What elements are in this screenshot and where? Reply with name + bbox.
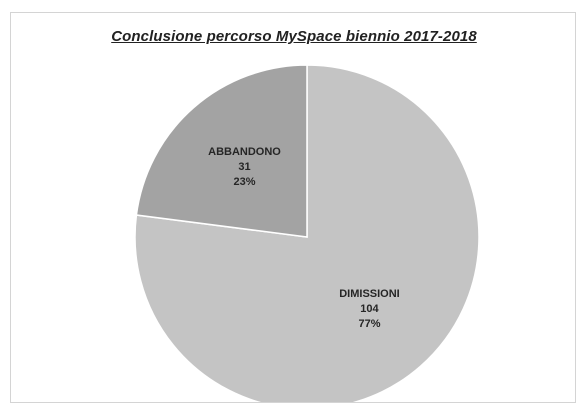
slice-label-dimissioni: DIMISSIONI bbox=[339, 288, 400, 300]
chart-frame: Conclusione percorso MySpace biennio 201… bbox=[10, 12, 576, 403]
slice-percent-abbandono: 23% bbox=[234, 176, 256, 188]
slice-percent-dimissioni: 77% bbox=[358, 318, 380, 330]
chart-title: Conclusione percorso MySpace biennio 201… bbox=[111, 28, 477, 45]
pie-slice-abbandono bbox=[135, 64, 308, 238]
slice-value-abbandono: 31 bbox=[238, 161, 250, 173]
pie-chart: DIMISSIONI 104 77% ABBANDONO 31 23% bbox=[134, 64, 480, 402]
slice-value-dimissioni: 104 bbox=[360, 303, 379, 315]
slice-label-abbandono: ABBANDONO bbox=[208, 146, 281, 158]
